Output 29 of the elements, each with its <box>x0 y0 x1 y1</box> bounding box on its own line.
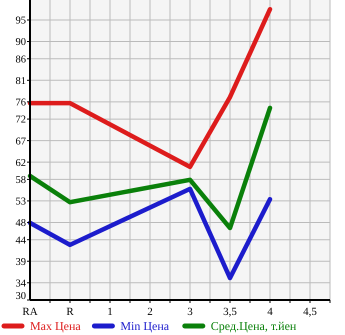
y-tick-label: 62 <box>16 158 26 169</box>
x-tick-label: 4,5 <box>303 306 318 318</box>
y-tick-label: 58 <box>16 175 26 186</box>
y-tick-label: 72 <box>16 114 26 126</box>
x-tick-label: 3 <box>187 306 194 318</box>
y-tick-label: 34 <box>16 278 27 290</box>
x-tick-label: RA <box>22 306 38 318</box>
x-tick-label: 2 <box>147 306 153 318</box>
legend-label: Min Цена <box>120 319 170 333</box>
line-series <box>28 186 272 280</box>
legend-label: Сред.Цена, т.йен <box>210 319 297 333</box>
legend-label: Max Цена <box>30 319 82 333</box>
y-tick-label: 53 <box>16 196 26 208</box>
y-tick-label: 86 <box>16 54 26 66</box>
y-tick-label: 67 <box>16 136 26 148</box>
line-series <box>28 6 272 170</box>
x-tick-label: 3,5 <box>223 306 238 318</box>
y-tick-label: 76 <box>16 98 26 109</box>
y-tick-label: 30 <box>16 290 26 302</box>
x-tick-label: R <box>66 306 74 318</box>
y-tick-label: 81 <box>16 76 26 87</box>
y-tick-label: 44 <box>16 235 27 246</box>
x-tick-label: 4 <box>267 306 274 318</box>
y-tick-label: 95 <box>16 16 26 27</box>
y-tick-label: 39 <box>16 256 26 268</box>
y-tick-label: 48 <box>16 218 26 230</box>
y-tick-label: 90 <box>16 37 26 48</box>
line-series <box>28 106 272 230</box>
x-tick-label: 1 <box>107 306 113 318</box>
